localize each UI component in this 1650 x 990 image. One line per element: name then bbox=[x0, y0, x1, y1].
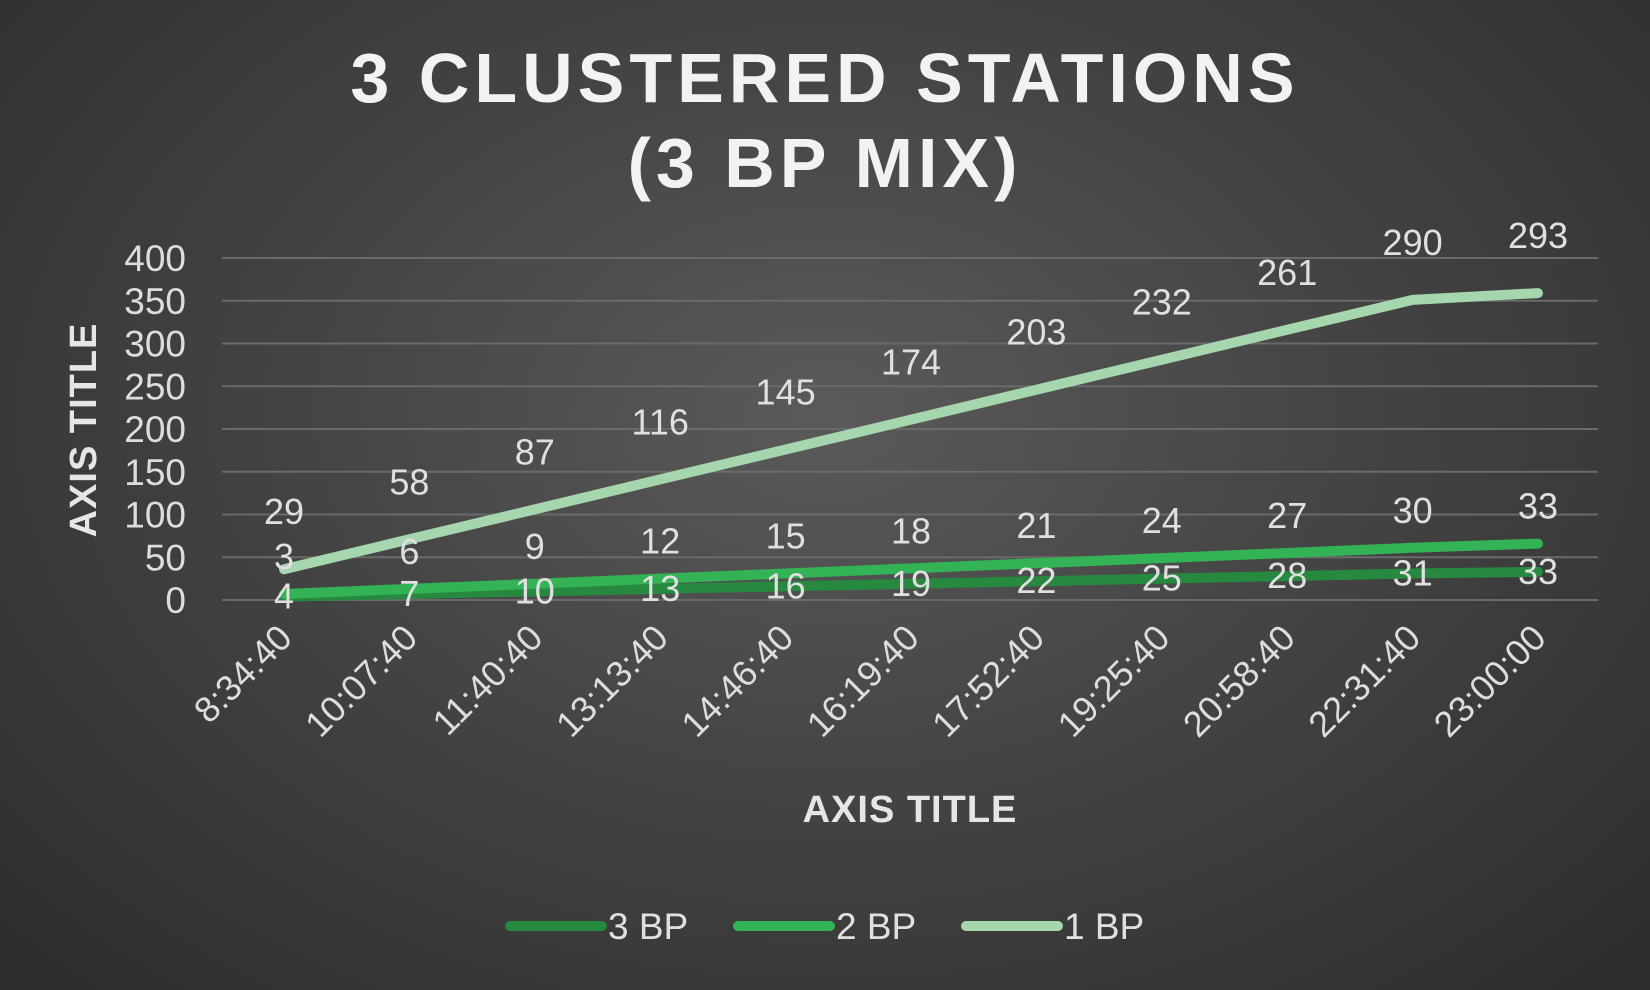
legend-label: 3 BP bbox=[608, 906, 688, 947]
data-label-1bp: 116 bbox=[631, 401, 688, 442]
data-label-2bp: 9 bbox=[525, 526, 545, 567]
x-tick-label: 16:19:40 bbox=[799, 617, 927, 745]
x-tick-label: 11:40:40 bbox=[424, 617, 550, 743]
x-tick-label: 17:52:40 bbox=[924, 617, 1052, 745]
chart-title-line-1: 3 CLUSTERED STATIONS bbox=[350, 39, 1299, 117]
data-label-1bp: 290 bbox=[1383, 222, 1443, 263]
x-tick-label: 14:46:40 bbox=[673, 617, 801, 745]
series-lines bbox=[279, 288, 1543, 602]
gridlines bbox=[222, 257, 1598, 601]
series-line-3-bp bbox=[279, 566, 1543, 602]
x-tick-label: 23:00:00 bbox=[1426, 617, 1554, 745]
y-tick-label: 400 bbox=[124, 238, 186, 279]
data-label-3bp: 10 bbox=[515, 570, 555, 611]
data-label-1bp: 232 bbox=[1132, 282, 1192, 323]
x-tick-label: 13:13:40 bbox=[548, 617, 676, 745]
data-label-2bp: 3 bbox=[274, 536, 294, 577]
data-label-2bp: 6 bbox=[399, 531, 419, 572]
data-label-3bp: 4 bbox=[274, 576, 294, 617]
legend-label: 2 BP bbox=[836, 906, 916, 947]
x-axis-title: AXIS TITLE bbox=[803, 789, 1018, 831]
series-line-2-bp bbox=[279, 538, 1543, 599]
legend: 3 BP 2 BP 1 BP bbox=[505, 906, 1144, 947]
x-tick-label: 10:07:40 bbox=[297, 617, 425, 745]
data-label-2bp: 33 bbox=[1518, 486, 1558, 527]
data-label-2bp: 27 bbox=[1267, 495, 1307, 536]
x-tick-label: 20:58:40 bbox=[1175, 617, 1303, 745]
x-tick-label: 22:31:40 bbox=[1300, 617, 1428, 745]
data-label-3bp: 22 bbox=[1016, 560, 1056, 601]
data-label-2bp: 12 bbox=[640, 521, 680, 562]
x-tick-label: 8:34:40 bbox=[186, 617, 300, 731]
data-label-2bp: 24 bbox=[1142, 500, 1182, 541]
data-label-3bp: 33 bbox=[1518, 551, 1558, 592]
data-label-2bp: 18 bbox=[891, 510, 931, 551]
y-tick-label: 300 bbox=[124, 324, 186, 365]
y-tick-label: 250 bbox=[124, 366, 186, 407]
data-label-1bp: 203 bbox=[1006, 312, 1066, 353]
y-tick-label: 50 bbox=[145, 537, 186, 578]
data-label-3bp: 16 bbox=[766, 565, 806, 606]
y-tick-label: 0 bbox=[165, 580, 186, 621]
data-label-1bp: 174 bbox=[881, 342, 941, 383]
data-label-3bp: 19 bbox=[891, 563, 931, 604]
x-tick-label: 19:25:40 bbox=[1049, 617, 1177, 745]
y-tick-label: 100 bbox=[124, 495, 186, 536]
data-label-3bp: 25 bbox=[1142, 558, 1182, 599]
data-label-2bp: 15 bbox=[766, 515, 806, 556]
y-tick-label: 350 bbox=[124, 281, 186, 322]
data-label-3bp: 28 bbox=[1267, 555, 1307, 596]
data-label-3bp: 13 bbox=[640, 568, 680, 609]
series-line-1-bp bbox=[279, 288, 1543, 575]
data-label-1bp: 261 bbox=[1257, 252, 1317, 293]
chart-title-line-2: (3 BP MIX) bbox=[628, 124, 1023, 202]
data-label-1bp: 58 bbox=[389, 461, 429, 502]
data-labels: 4 7 10 13 16 19 22 25 28 31 333 6 9 12 15 18 21 24 27 30 332… bbox=[264, 215, 1568, 617]
data-label-1bp: 29 bbox=[264, 491, 304, 532]
data-label-2bp: 21 bbox=[1016, 505, 1056, 546]
data-label-2bp: 30 bbox=[1393, 490, 1433, 531]
data-label-3bp: 31 bbox=[1393, 552, 1433, 593]
data-label-1bp: 145 bbox=[756, 372, 816, 413]
legend-label: 1 BP bbox=[1064, 906, 1144, 947]
data-label-1bp: 87 bbox=[515, 431, 555, 472]
y-tick-label: 200 bbox=[124, 409, 186, 450]
y-tick-label: 150 bbox=[124, 452, 186, 493]
data-label-3bp: 7 bbox=[399, 573, 419, 614]
data-label-1bp: 293 bbox=[1508, 215, 1568, 256]
y-axis-title: AXIS TITLE bbox=[63, 323, 105, 538]
